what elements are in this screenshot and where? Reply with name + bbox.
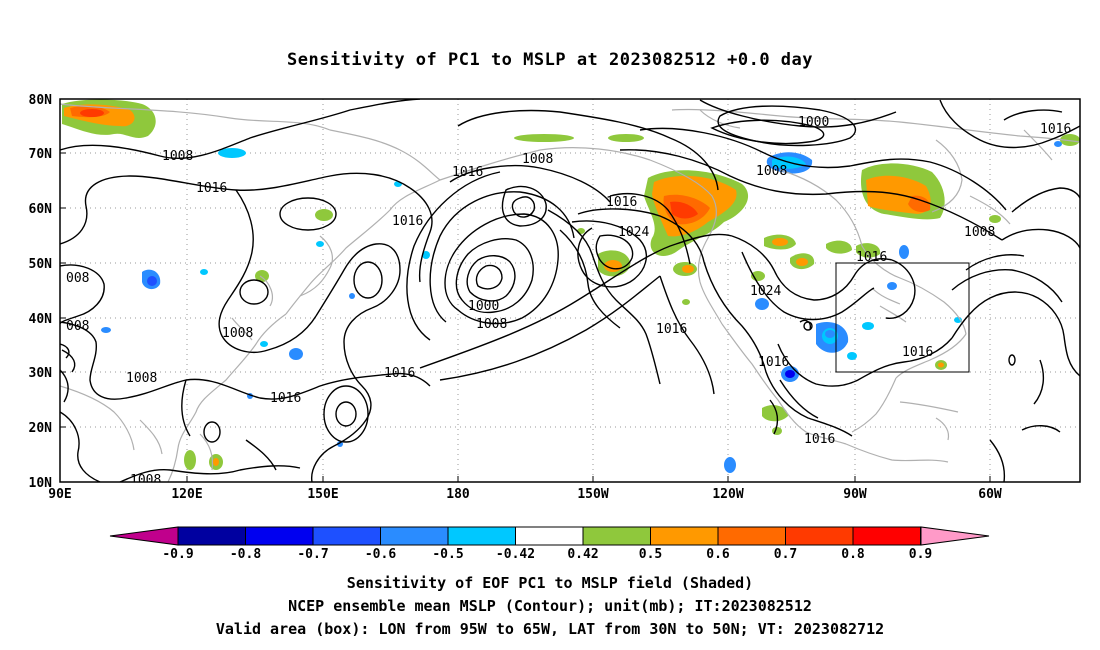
contour-label: 1016 xyxy=(902,345,933,360)
colorbar-label: -0.9 xyxy=(162,547,193,562)
valid-area-box xyxy=(835,262,970,373)
lat-label: 40N xyxy=(29,312,53,327)
contour-label: 008 xyxy=(66,271,89,286)
mslp-contours xyxy=(60,99,1080,482)
contour-label: 1008 xyxy=(126,371,157,386)
lat-label: 50N xyxy=(29,257,53,272)
contour-label: 1008 xyxy=(162,149,193,164)
lon-label: 120E xyxy=(171,487,202,502)
lat-label: 10N xyxy=(29,476,53,491)
contour-label: 1016 xyxy=(196,181,227,196)
lon-label: 90W xyxy=(843,487,867,502)
contour-label: 1016 xyxy=(804,432,835,447)
lat-label: 60N xyxy=(29,202,53,217)
colorbar-swatch xyxy=(717,526,786,546)
caption-line-1: Sensitivity of EOF PC1 to MSLP field (Sh… xyxy=(346,574,754,592)
lon-label: 180 xyxy=(446,487,470,502)
colorbar-swatch xyxy=(177,526,246,546)
lon-label: 90E xyxy=(48,487,71,502)
contour-label: 1024 xyxy=(750,284,781,299)
colorbar-swatch xyxy=(582,526,651,546)
lat-label: 20N xyxy=(29,421,53,436)
colorbar-swatch xyxy=(785,526,854,546)
colorbar-swatch xyxy=(852,526,921,546)
colorbar-swatch xyxy=(312,526,381,546)
contour-label: 1008 xyxy=(522,152,553,167)
contour-label: 1008 xyxy=(476,317,507,332)
contour-label: 1016 xyxy=(758,355,789,370)
contour-label: 1008 xyxy=(756,164,787,179)
contour-label: 1016 xyxy=(856,250,887,265)
longitude-labels: 90E 120E 150E 180 150W 120W 90W 60W xyxy=(48,487,1002,502)
lat-label: 70N xyxy=(29,147,53,162)
lat-label: 80N xyxy=(29,93,53,108)
colorbar-swatch xyxy=(380,526,449,546)
colorbar-left-arrow xyxy=(109,526,179,546)
colorbar-label: 0.42 xyxy=(567,547,598,562)
lon-label: 60W xyxy=(978,487,1002,502)
contour-label: 1016 xyxy=(606,195,637,210)
colorbar-label: -0.8 xyxy=(230,547,261,562)
contour-label: 1000 xyxy=(468,299,499,314)
colorbar-label: -0.7 xyxy=(297,547,328,562)
contour-label: 1016 xyxy=(1040,122,1071,137)
lon-label: 120W xyxy=(712,487,743,502)
lat-label: 30N xyxy=(29,366,53,381)
latitude-labels: 80N 70N 60N 50N 40N 30N 20N 10N xyxy=(29,93,53,491)
contour-label: 1016 xyxy=(270,391,301,406)
colorbar-label: 0.6 xyxy=(706,547,730,562)
colorbar-label: 0.8 xyxy=(841,547,865,562)
contour-label: 1008 xyxy=(130,473,161,488)
colorbar-right-arrow xyxy=(920,526,990,546)
map-panel: 1016 1000 1008 1008 1016 1016 1016 1008 … xyxy=(60,99,1080,488)
colorbar-label: 0.7 xyxy=(774,547,797,562)
coastlines xyxy=(60,103,1080,482)
colorbar-label: -0.42 xyxy=(496,547,535,562)
contour-label: 1008 xyxy=(222,326,253,341)
colorbar-label: -0.5 xyxy=(432,547,463,562)
colorbar-swatch xyxy=(515,526,584,546)
tick-marks xyxy=(60,152,991,482)
caption-line-2: NCEP ensemble mean MSLP (Contour); unit(… xyxy=(288,597,812,615)
contour-label: 1016 xyxy=(452,165,483,180)
lon-label: 150W xyxy=(577,487,608,502)
colorbar: -0.9 -0.8 -0.7 -0.6 -0.5 -0.42 0.42 0.5 0.6 0.7 0.… xyxy=(109,526,990,562)
contour-label: 1016 xyxy=(656,322,687,337)
caption-line-3: Valid area (box): LON from 95W to 65W, L… xyxy=(215,620,885,638)
colorbar-label: 0.9 xyxy=(909,547,932,562)
colorbar-label: 0.5 xyxy=(639,547,662,562)
plot-frame xyxy=(59,98,1081,483)
contour-label: 1016 xyxy=(384,366,415,381)
colorbar-swatch xyxy=(447,526,516,546)
contour-labels: 1016 1000 1008 1008 1016 1016 1016 1008 … xyxy=(66,115,1071,488)
contour-label: 1000 xyxy=(798,115,829,130)
colorbar-swatch xyxy=(650,526,719,546)
contour-label: 1016 xyxy=(392,214,423,229)
contour-label: 008 xyxy=(66,319,89,334)
contour-label: 1024 xyxy=(618,225,649,240)
lon-label: 150E xyxy=(307,487,338,502)
contour-label: 1008 xyxy=(964,225,995,240)
sensitivity-shading xyxy=(62,99,1080,473)
plot-title: Sensitivity of PC1 to MSLP at 2023082512… xyxy=(286,50,813,70)
colorbar-swatch xyxy=(245,526,314,546)
colorbar-label: -0.6 xyxy=(365,547,396,562)
